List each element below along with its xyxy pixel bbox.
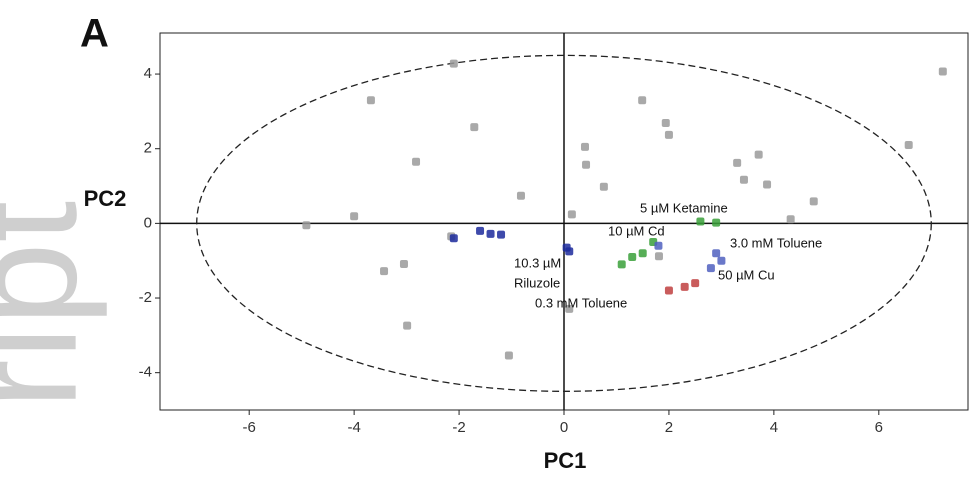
x-tick-label: 6 — [875, 419, 883, 436]
point — [696, 217, 705, 226]
watermark: ript — [0, 201, 108, 409]
point — [638, 96, 647, 105]
point — [628, 252, 637, 261]
point — [582, 160, 591, 169]
point — [691, 279, 700, 288]
point — [617, 260, 626, 269]
point — [739, 175, 748, 184]
point — [680, 282, 689, 291]
point — [599, 182, 608, 191]
x-tick-label: -6 — [243, 419, 256, 436]
point — [661, 118, 670, 127]
x-tick-label: 4 — [770, 419, 778, 436]
y-tick-label: 4 — [144, 65, 152, 82]
point — [733, 158, 742, 167]
annotation: 50 µM Cu — [718, 267, 775, 282]
point — [366, 96, 375, 105]
point — [412, 157, 421, 166]
annotation: 5 µM Ketamine — [640, 200, 728, 215]
point — [712, 218, 721, 227]
panel-label: A — [80, 12, 109, 56]
point — [664, 130, 673, 139]
point — [399, 260, 408, 269]
point — [449, 234, 458, 243]
point — [786, 215, 795, 224]
point — [567, 210, 576, 219]
point — [938, 67, 947, 76]
point — [580, 142, 589, 151]
y-tick-label: 0 — [144, 214, 152, 231]
point — [497, 230, 506, 239]
point — [712, 249, 721, 258]
x-axis-label: PC1 — [544, 448, 587, 473]
point — [449, 59, 458, 68]
x-tick-label: -4 — [347, 419, 360, 436]
y-tick-label: 2 — [144, 140, 152, 157]
point — [664, 286, 673, 295]
annotation: 10 µM Cd — [608, 223, 665, 238]
point — [504, 351, 513, 360]
point — [706, 264, 715, 273]
point — [654, 241, 663, 250]
point — [516, 191, 525, 200]
x-tick-label: 2 — [665, 419, 673, 436]
x-tick-label: 0 — [560, 419, 568, 436]
point — [486, 229, 495, 238]
annotation: 3.0 mM Toluene — [730, 235, 822, 250]
annotation: Riluzole — [514, 275, 560, 290]
annotation: 0.3 mM Toluene — [535, 295, 627, 310]
point — [654, 252, 663, 261]
point — [638, 249, 647, 258]
x-tick-label: -2 — [452, 419, 465, 436]
point — [763, 180, 772, 189]
point — [470, 123, 479, 132]
y-axis-label: PC2 — [84, 186, 127, 211]
point — [754, 150, 763, 159]
confidence-ellipse — [196, 54, 932, 392]
point — [476, 226, 485, 235]
point — [809, 197, 818, 206]
point — [380, 267, 389, 276]
point — [565, 247, 574, 256]
y-tick-label: -2 — [139, 289, 152, 306]
point — [717, 256, 726, 265]
annotation: 10.3 µM — [514, 255, 561, 270]
point — [565, 304, 574, 313]
point — [403, 321, 412, 330]
point — [904, 140, 913, 149]
point — [302, 221, 311, 230]
y-tick-label: -4 — [139, 364, 152, 381]
point — [350, 212, 359, 221]
